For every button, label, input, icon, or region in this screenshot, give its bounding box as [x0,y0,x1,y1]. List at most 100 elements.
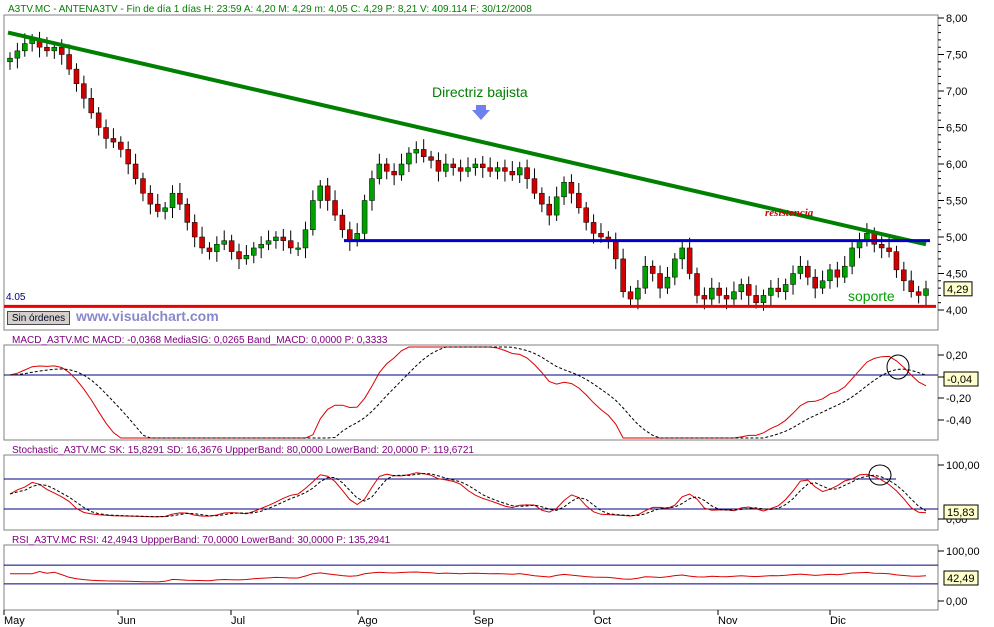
candle-body [66,54,72,70]
candle-body [420,149,427,157]
candle-body [191,222,198,238]
candle-body [686,247,693,274]
candle-body [553,196,560,216]
candle-body [494,167,501,172]
candle-body [251,247,257,256]
candle-body [132,163,139,179]
candle-body [199,236,205,249]
candle-body [893,251,900,271]
candle-body [125,149,131,165]
candle-body [502,167,508,172]
price-tick-label: 7,50 [946,50,967,62]
resistencia-label: resistencia [765,207,814,219]
candle-body [428,156,434,161]
price-tick-label: 4,50 [946,269,967,281]
macd-current-box [943,371,979,387]
candle-body [568,182,575,194]
candle-body [753,295,759,303]
candle-body [95,112,102,128]
candle-body [391,171,397,176]
rsi-current-box [943,570,979,586]
candle-body [679,247,685,260]
arrow-down-icon [472,105,490,120]
candle-body [58,46,65,55]
rsi-tick-label: 0,00 [946,596,967,608]
candle-body [280,236,287,241]
candle-body [51,46,58,52]
stoch-d-line [9,473,927,518]
price-tick-label: 4,00 [946,305,967,317]
candle-body [664,276,671,289]
month-label: Dic [830,615,846,627]
macd-current-label: -0,04 [947,374,972,386]
candle-body [369,178,375,201]
candle-body [302,229,309,249]
month-label: Jul [231,615,245,627]
candle-body [775,287,782,293]
candle-body [177,192,183,205]
candle-body [376,163,383,179]
candle-body [627,291,634,300]
candle-body [649,265,656,274]
stoch-cross-circle [868,464,892,486]
candle-body [103,127,109,139]
soporte-label: soporte [848,288,895,304]
price-tick-label: 8,00 [946,13,967,25]
candle-body [88,98,95,114]
candle-body [886,247,892,252]
rsi-header: RSI_A3TV.MC RSI: 42,4943 UppperBand: 70,… [12,535,391,546]
price-axis: 8,00 7,50 7,00 6,50 6,00 5,50 5,00 4,50 4,00 4,29 [938,13,973,317]
candle-body [768,287,774,296]
rsi-tick-label: 100,00 [946,546,980,558]
candle-body [546,203,553,216]
candle-body [672,258,678,278]
candle-body [140,178,146,194]
candle-body [635,287,641,300]
candle-body [516,167,523,176]
candle-body [509,171,516,176]
stoch-tick-label: 100,00 [946,460,980,472]
candle-body [14,50,21,59]
low-value-label: 4.05 [6,292,26,303]
candle-body [361,200,368,234]
watermark: www.visualchart.com [75,308,219,324]
price-tick-label: 6,00 [946,159,967,171]
candle-body [745,284,752,296]
sin-ordenes-button[interactable]: Sin órdenes [7,311,70,325]
candle-body [110,138,117,143]
price-current-label: 4,29 [947,284,968,296]
candle-body [878,244,885,249]
candle-body [22,43,28,52]
candle-body [701,295,708,300]
candle-body [841,265,848,278]
candle-body [162,207,168,212]
candle-body [214,244,220,252]
levels-group [4,30,936,308]
candle-body [797,265,804,274]
month-label: Oct [594,615,611,627]
price-current-box [943,281,973,297]
candle-body [118,141,124,150]
macd-panel [3,344,939,441]
candle-body [383,163,390,172]
candle-body [576,192,582,209]
candle-body [694,273,700,296]
candle-body [782,284,789,293]
candle-body [398,163,405,176]
price-header: A3TV.MC - ANTENA3TV - Fin de día 1 días … [8,4,532,15]
candle-body [169,192,176,209]
candle-body [228,240,235,252]
stochastic-series [4,472,938,518]
candle-body [805,265,811,278]
candle-body [295,247,301,250]
candle-body [265,240,272,245]
candle-body [324,185,331,201]
candle-body [612,240,619,260]
candle-body [413,149,420,154]
candle-body [731,291,737,300]
candle-body [450,163,456,168]
rsi-current-label: 42,49 [947,573,975,585]
candle-body [81,83,87,99]
candle-body [465,167,471,172]
